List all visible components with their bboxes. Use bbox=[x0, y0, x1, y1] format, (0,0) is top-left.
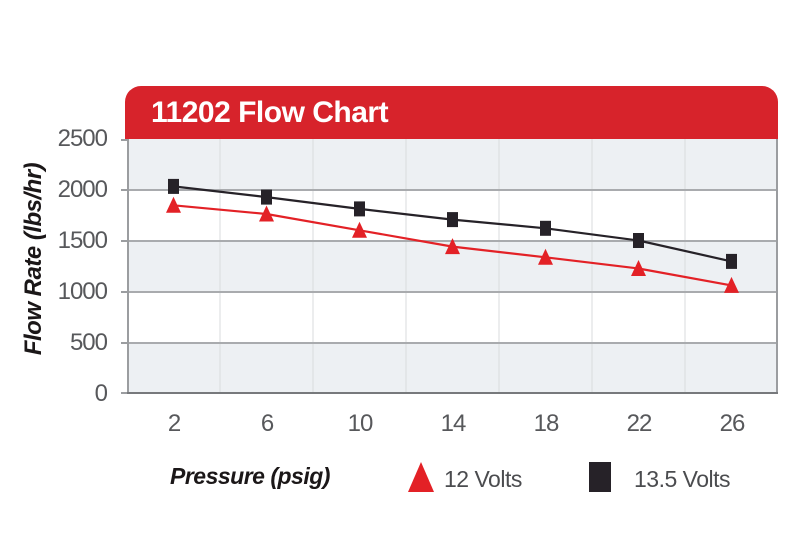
x-tick-label-6: 6 bbox=[260, 410, 274, 437]
legend-label-12-volts: 12 Volts bbox=[444, 466, 522, 492]
marker-square-13-5-volts bbox=[354, 201, 365, 217]
marker-square-13-5-volts bbox=[540, 220, 551, 236]
x-tick-label-2: 2 bbox=[167, 410, 181, 437]
legend-square-icon bbox=[589, 462, 611, 492]
marker-square-13-5-volts bbox=[633, 233, 644, 248]
plot-border bbox=[127, 139, 778, 394]
x-tick-label-10: 10 bbox=[347, 410, 374, 437]
x-tick-label-22: 22 bbox=[626, 410, 653, 437]
marker-triangle-12-volts bbox=[352, 221, 367, 238]
y-tick-label-1000: 1000 bbox=[57, 278, 108, 305]
plot-wrapper bbox=[121, 139, 778, 394]
plot-area bbox=[121, 139, 778, 394]
marker-triangle-12-volts bbox=[724, 276, 739, 293]
chart-title: 11202 Flow Chart bbox=[151, 96, 389, 129]
marker-triangle-12-volts bbox=[538, 248, 553, 265]
x-tick-label-26: 26 bbox=[719, 410, 746, 437]
y-tick-label-2500: 2500 bbox=[57, 125, 108, 152]
y-tick-label-1500: 1500 bbox=[57, 227, 108, 254]
marker-triangle-12-volts bbox=[259, 205, 274, 222]
horizontal-gridlines bbox=[127, 189, 778, 344]
series-layer bbox=[166, 178, 739, 293]
y-tick-label-0: 0 bbox=[94, 380, 108, 407]
x-tick-label-18: 18 bbox=[533, 410, 560, 437]
legend-triangle-icon bbox=[408, 462, 434, 492]
y-axis-tick-labels: 2500 2000 1500 1000 500 0 bbox=[0, 0, 108, 554]
x-tick-label-14: 14 bbox=[440, 410, 467, 437]
y-tick-label-500: 500 bbox=[69, 329, 108, 356]
y-tick-label-2000: 2000 bbox=[57, 176, 108, 203]
marker-triangle-12-volts bbox=[166, 196, 181, 213]
x-axis-title: Pressure (psig) bbox=[170, 463, 330, 489]
marker-square-13-5-volts bbox=[168, 178, 179, 194]
marker-triangle-12-volts bbox=[631, 260, 646, 276]
band-stripes bbox=[127, 139, 778, 394]
marker-triangle-12-volts bbox=[445, 238, 460, 255]
y-axis-title: Flow Rate (lbs/hr) bbox=[20, 162, 47, 356]
marker-square-13-5-volts bbox=[447, 212, 458, 228]
chart-title-bar: 11202 Flow Chart bbox=[125, 86, 778, 139]
marker-square-13-5-volts bbox=[726, 253, 737, 269]
legend-label-13-5-volts: 13.5 Volts bbox=[634, 466, 731, 492]
vertical-gridlines bbox=[219, 139, 686, 394]
marker-square-13-5-volts bbox=[261, 189, 272, 205]
y-axis-tick-marks bbox=[121, 139, 127, 394]
